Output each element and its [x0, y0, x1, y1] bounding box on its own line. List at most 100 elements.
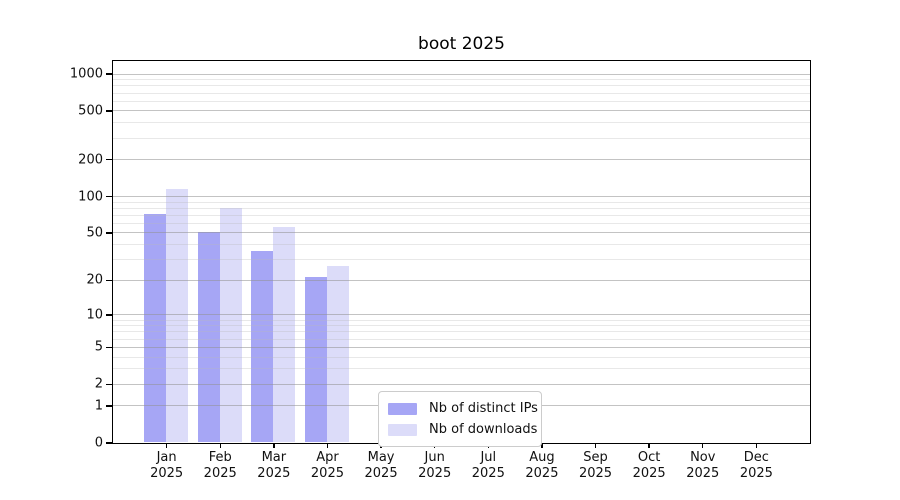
x-tick-label: Sep 2025	[579, 450, 612, 482]
gridline-minor	[112, 92, 810, 94]
x-tick-year: 2025	[257, 466, 291, 481]
x-tick-mark	[541, 443, 543, 448]
x-tick-mark	[219, 443, 221, 448]
x-tick-month: May	[367, 450, 395, 465]
x-tick-month: Jan	[156, 450, 177, 465]
y-tick-label: 2	[94, 376, 103, 392]
x-tick-label: Dec 2025	[740, 450, 773, 482]
x-tick-year: 2025	[632, 466, 666, 481]
gridline-minor	[112, 137, 810, 139]
x-tick-year: 2025	[686, 466, 720, 481]
y-tick-label: 1	[94, 398, 103, 414]
gridline-minor	[112, 331, 810, 333]
y-tick-mark	[105, 195, 112, 198]
y-tick-mark	[105, 405, 112, 407]
y-tick-mark	[105, 346, 112, 348]
x-tick-label: Mar 2025	[257, 450, 290, 482]
gridline-major	[112, 346, 810, 348]
x-tick-label: Feb 2025	[204, 450, 237, 482]
x-tick-month: Aug	[529, 450, 555, 465]
gridline-minor	[112, 222, 810, 224]
gridline-minor	[112, 85, 810, 87]
gridline-minor	[112, 338, 810, 340]
x-tick-month: Mar	[261, 450, 287, 465]
x-tick-mark	[165, 443, 168, 448]
x-tick-year: 2025	[471, 466, 505, 481]
bar-downloads-feb	[219, 207, 242, 443]
legend-swatch-icon	[388, 423, 417, 436]
y-tick-label: 100	[78, 189, 103, 204]
legend-entry-ips: Nb of distinct IPs	[388, 398, 538, 419]
x-tick-year: 2025	[525, 466, 559, 481]
legend: Nb of distinct IPs Nb of downloads	[378, 391, 542, 447]
x-tick-label: Aug 2025	[525, 450, 558, 482]
legend-entry-label: Nb of distinct IPs	[429, 401, 538, 416]
gridline-major	[112, 232, 810, 234]
y-tick-label: 0	[94, 435, 103, 451]
gridline-major	[112, 314, 810, 316]
gridline-minor	[112, 368, 810, 370]
gridline-minor	[112, 201, 810, 203]
legend-entry-downloads: Nb of downloads	[388, 419, 537, 440]
x-tick-mark	[326, 443, 329, 448]
gridline-major	[112, 196, 810, 197]
x-tick-label: Apr 2025	[311, 450, 344, 482]
y-tick-label: 20	[86, 272, 103, 288]
x-tick-month: Oct	[637, 450, 661, 465]
x-tick-mark	[755, 443, 758, 448]
x-tick-year: 2025	[150, 466, 184, 481]
gridline-minor	[112, 244, 810, 246]
y-tick-mark	[105, 73, 112, 75]
x-tick-year: 2025	[418, 466, 452, 481]
y-tick-mark	[105, 314, 112, 316]
x-tick-label: Jul 2025	[472, 450, 505, 482]
gridline-minor	[112, 214, 810, 216]
x-tick-year: 2025	[310, 466, 344, 481]
y-tick-label: 500	[78, 103, 103, 119]
bar-ips-jan	[144, 214, 167, 443]
gridline-minor	[112, 100, 810, 102]
gridline-minor	[112, 122, 810, 124]
x-tick-month: Jul	[480, 450, 497, 465]
gridline-minor	[112, 356, 810, 358]
y-tick-label: 50	[86, 225, 103, 241]
gridline-minor	[112, 325, 810, 327]
gridline-minor	[112, 259, 810, 261]
gridline-major	[112, 159, 810, 161]
legend-swatch-icon	[388, 402, 417, 415]
x-tick-year: 2025	[739, 466, 773, 481]
bar-ips-mar	[251, 251, 274, 443]
x-tick-label: Jun 2025	[418, 450, 451, 482]
x-tick-label: May 2025	[365, 450, 398, 482]
gridline-minor	[112, 207, 810, 209]
y-tick-label: 5	[94, 339, 103, 355]
x-tick-month: Dec	[743, 450, 769, 465]
x-tick-label: Jan 2025	[150, 450, 183, 482]
gridline-major	[112, 383, 810, 385]
x-tick-month: Sep	[583, 450, 608, 465]
x-tick-year: 2025	[203, 466, 237, 481]
gridline-major	[112, 279, 810, 281]
y-tick-mark	[105, 279, 112, 282]
chart-title: boot 2025	[418, 34, 505, 54]
x-tick-mark	[273, 443, 275, 448]
bar-ips-apr	[304, 277, 327, 443]
gridline-minor	[112, 79, 810, 81]
bar-downloads-jan	[166, 189, 189, 443]
x-tick-mark	[702, 443, 704, 448]
y-tick-mark	[105, 383, 112, 385]
gridline-major	[112, 110, 810, 112]
legend-entry-label: Nb of downloads	[429, 422, 538, 437]
x-tick-year: 2025	[578, 466, 613, 481]
x-tick-month: Feb	[208, 450, 232, 465]
gridline-major	[112, 73, 810, 75]
x-tick-month: Nov	[690, 450, 716, 465]
y-tick-mark	[105, 110, 112, 112]
x-tick-mark	[594, 443, 597, 448]
x-tick-label: Nov 2025	[686, 450, 719, 482]
gridline-minor	[112, 319, 810, 321]
y-tick-mark	[105, 159, 112, 161]
y-tick-label: 10	[86, 307, 103, 323]
y-tick-label: 1000	[69, 66, 103, 82]
